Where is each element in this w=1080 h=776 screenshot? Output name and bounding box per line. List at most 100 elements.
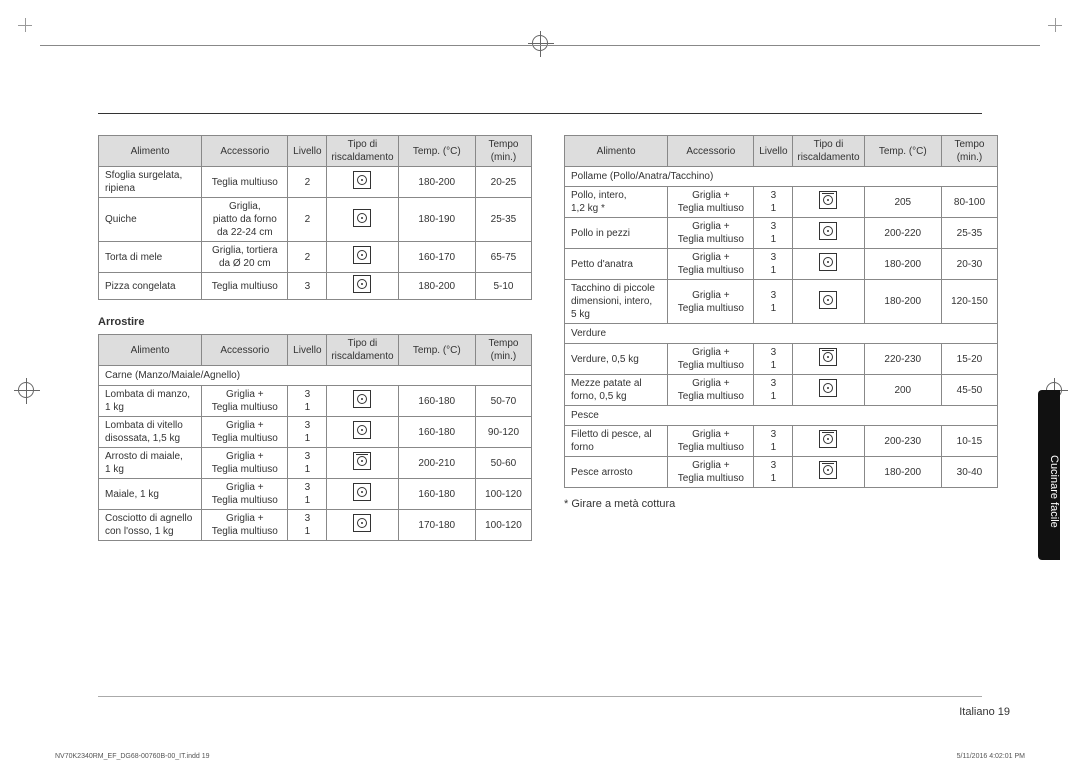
cell-tempo: 20-25: [475, 167, 531, 198]
cell-icon: [327, 417, 398, 448]
cell-temp: 160-180: [398, 386, 475, 417]
cell-icon: [793, 426, 864, 457]
th-tipo: Tipo diriscaldamento: [327, 136, 398, 167]
cell-temp: 170-180: [398, 510, 475, 541]
cell-accessorio: Griglia +Teglia multiuso: [202, 510, 288, 541]
cell-alimento: Torta di mele: [99, 242, 202, 273]
cell-icon: [793, 218, 864, 249]
cell-tempo: 100-120: [475, 479, 531, 510]
th-temp: Temp. (°C): [398, 335, 475, 366]
th-livello: Livello: [288, 335, 327, 366]
cell-alimento: Tacchino di piccoledimensioni, intero,5 …: [565, 280, 668, 324]
cell-alimento: Filetto di pesce, alforno: [565, 426, 668, 457]
right-column: AlimentoAccessorioLivelloTipo diriscalda…: [564, 135, 998, 541]
subheading-arrostire: Arrostire: [98, 316, 532, 328]
cell-livello: 31: [754, 280, 793, 324]
cell-alimento: Pollo, intero,1,2 kg *: [565, 187, 668, 218]
cell-icon: [327, 167, 398, 198]
table-row: Verdure, 0,5 kgGriglia +Teglia multiuso3…: [565, 344, 998, 375]
cell-accessorio: Griglia +Teglia multiuso: [668, 457, 754, 488]
table-row: Filetto di pesce, alfornoGriglia +Teglia…: [565, 426, 998, 457]
cell-alimento: Pollo in pezzi: [565, 218, 668, 249]
heating-mode-icon: [819, 348, 837, 366]
table-row: Petto d'anatraGriglia +Teglia multiuso31…: [565, 249, 998, 280]
footer-filename: NV70K2340RM_EF_DG68-00760B-00_IT.indd 19: [55, 753, 210, 760]
heating-mode-icon: [819, 253, 837, 271]
cell-livello: 31: [754, 375, 793, 406]
cell-livello: 31: [754, 457, 793, 488]
side-tab: Cucinare facile: [1038, 390, 1060, 560]
table-row: Torta di meleGriglia, tortierada Ø 20 cm…: [99, 242, 532, 273]
cell-temp: 200: [864, 375, 941, 406]
table-row: Pollo in pezziGriglia +Teglia multiuso31…: [565, 218, 998, 249]
cell-temp: 200-230: [864, 426, 941, 457]
th-alimento: Alimento: [99, 136, 202, 167]
cell-tempo: 50-70: [475, 386, 531, 417]
table-row: Lombata di vitellodisossata, 1,5 kgGrigl…: [99, 417, 532, 448]
cell-accessorio: Griglia +Teglia multiuso: [202, 448, 288, 479]
cell-temp: 180-190: [398, 198, 475, 242]
crop-mark-tr: [1048, 18, 1062, 32]
section-row: Pollame (Pollo/Anatra/Tacchino): [565, 167, 998, 187]
cell-icon: [327, 273, 398, 300]
content-columns: AlimentoAccessorioLivelloTipo diriscalda…: [98, 135, 998, 541]
heating-mode-icon: [353, 483, 371, 501]
cell-alimento: Sfoglia surgelata, ripiena: [99, 167, 202, 198]
table-roasting-meat: AlimentoAccessorioLivelloTipo diriscalda…: [98, 334, 532, 541]
table-row: QuicheGriglia,piatto da fornoda 22-24 cm…: [99, 198, 532, 242]
cell-tempo: 25-35: [475, 198, 531, 242]
cell-temp: 180-200: [864, 280, 941, 324]
cell-tempo: 120-150: [941, 280, 997, 324]
cell-accessorio: Griglia +Teglia multiuso: [668, 218, 754, 249]
th-tempo: Tempo(min.): [941, 136, 997, 167]
cell-tempo: 80-100: [941, 187, 997, 218]
table-row: Pizza congelataTeglia multiuso3180-2005-…: [99, 273, 532, 300]
cell-temp: 200-220: [864, 218, 941, 249]
cell-livello: 31: [288, 479, 327, 510]
header-rule: [98, 113, 982, 114]
cell-livello: 2: [288, 198, 327, 242]
cell-tempo: 45-50: [941, 375, 997, 406]
cell-livello: 31: [754, 187, 793, 218]
th-temp: Temp. (°C): [398, 136, 475, 167]
cell-icon: [327, 448, 398, 479]
th-livello: Livello: [754, 136, 793, 167]
table-row: Cosciotto di agnellocon l'osso, 1 kgGrig…: [99, 510, 532, 541]
cell-accessorio: Teglia multiuso: [202, 273, 288, 300]
crop-mark-tl: [18, 18, 32, 32]
th-tempo: Tempo(min.): [475, 136, 531, 167]
cell-tempo: 5-10: [475, 273, 531, 300]
cell-alimento: Cosciotto di agnellocon l'osso, 1 kg: [99, 510, 202, 541]
heating-mode-icon: [353, 514, 371, 532]
heating-mode-icon: [353, 390, 371, 408]
heating-mode-icon: [819, 379, 837, 397]
table-row: Mezze patate alforno, 0,5 kgGriglia +Teg…: [565, 375, 998, 406]
cell-accessorio: Griglia +Teglia multiuso: [668, 375, 754, 406]
th-accessorio: Accessorio: [202, 136, 288, 167]
cell-tempo: 50-60: [475, 448, 531, 479]
cell-tempo: 20-30: [941, 249, 997, 280]
heating-mode-icon: [819, 461, 837, 479]
cell-icon: [327, 510, 398, 541]
registration-mark-left: [18, 382, 34, 398]
th-tipo: Tipo diriscaldamento: [793, 136, 864, 167]
cell-alimento: Pizza congelata: [99, 273, 202, 300]
cell-tempo: 90-120: [475, 417, 531, 448]
th-temp: Temp. (°C): [864, 136, 941, 167]
cell-livello: 2: [288, 167, 327, 198]
cell-temp: 180-200: [398, 167, 475, 198]
th-alimento: Alimento: [565, 136, 668, 167]
cell-livello: 2: [288, 242, 327, 273]
heating-mode-icon: [819, 222, 837, 240]
cell-temp: 180-200: [864, 249, 941, 280]
cell-icon: [793, 280, 864, 324]
cell-alimento: Arrosto di maiale,1 kg: [99, 448, 202, 479]
th-alimento: Alimento: [99, 335, 202, 366]
heating-mode-icon: [353, 275, 371, 293]
left-column: AlimentoAccessorioLivelloTipo diriscalda…: [98, 135, 532, 541]
cell-temp: 160-180: [398, 417, 475, 448]
cell-alimento: Verdure, 0,5 kg: [565, 344, 668, 375]
section-row: Carne (Manzo/Maiale/Agnello): [99, 366, 532, 386]
th-tempo: Tempo(min.): [475, 335, 531, 366]
table-baking: AlimentoAccessorioLivelloTipo diriscalda…: [98, 135, 532, 300]
